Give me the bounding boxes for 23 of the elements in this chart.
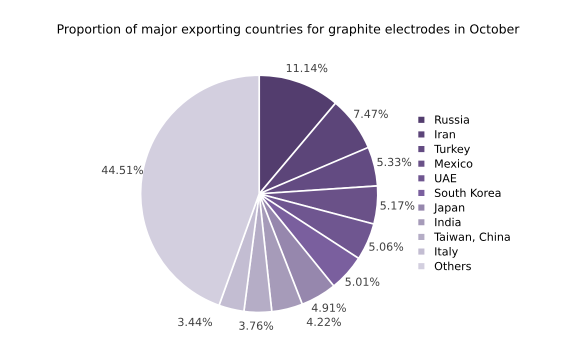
legend-label: Turkey [434, 144, 470, 156]
data-label: 5.33% [377, 158, 412, 166]
legend-label: Others [434, 262, 471, 270]
legend-label: India [435, 218, 460, 226]
data-label: 5.17% [380, 201, 414, 210]
legend-label: Taiwan, China [434, 232, 510, 242]
data-label: 44.51% [102, 166, 144, 174]
legend-label: Russia [435, 115, 469, 124]
data-label: 4.91% [312, 304, 346, 312]
legend-label: Mexico [435, 159, 472, 168]
legend-label: South Korea [434, 188, 500, 198]
data-label: 11.14% [286, 64, 328, 72]
legend-label: Iran [435, 130, 455, 138]
data-label: 5.06% [369, 242, 404, 251]
legend-label: Italy [435, 246, 458, 258]
legend-label: Japan [434, 203, 464, 214]
chart-title: Proportion of major exporting countries for graphite electrodes in October [58, 24, 520, 36]
data-label: 7.47% [354, 110, 388, 118]
legend-label: UAE [435, 174, 456, 182]
data-label: 5.01% [346, 278, 380, 286]
data-label: 3.44% [178, 318, 212, 326]
data-label: 4.22% [306, 318, 341, 326]
data-label: 3.76% [239, 321, 274, 330]
